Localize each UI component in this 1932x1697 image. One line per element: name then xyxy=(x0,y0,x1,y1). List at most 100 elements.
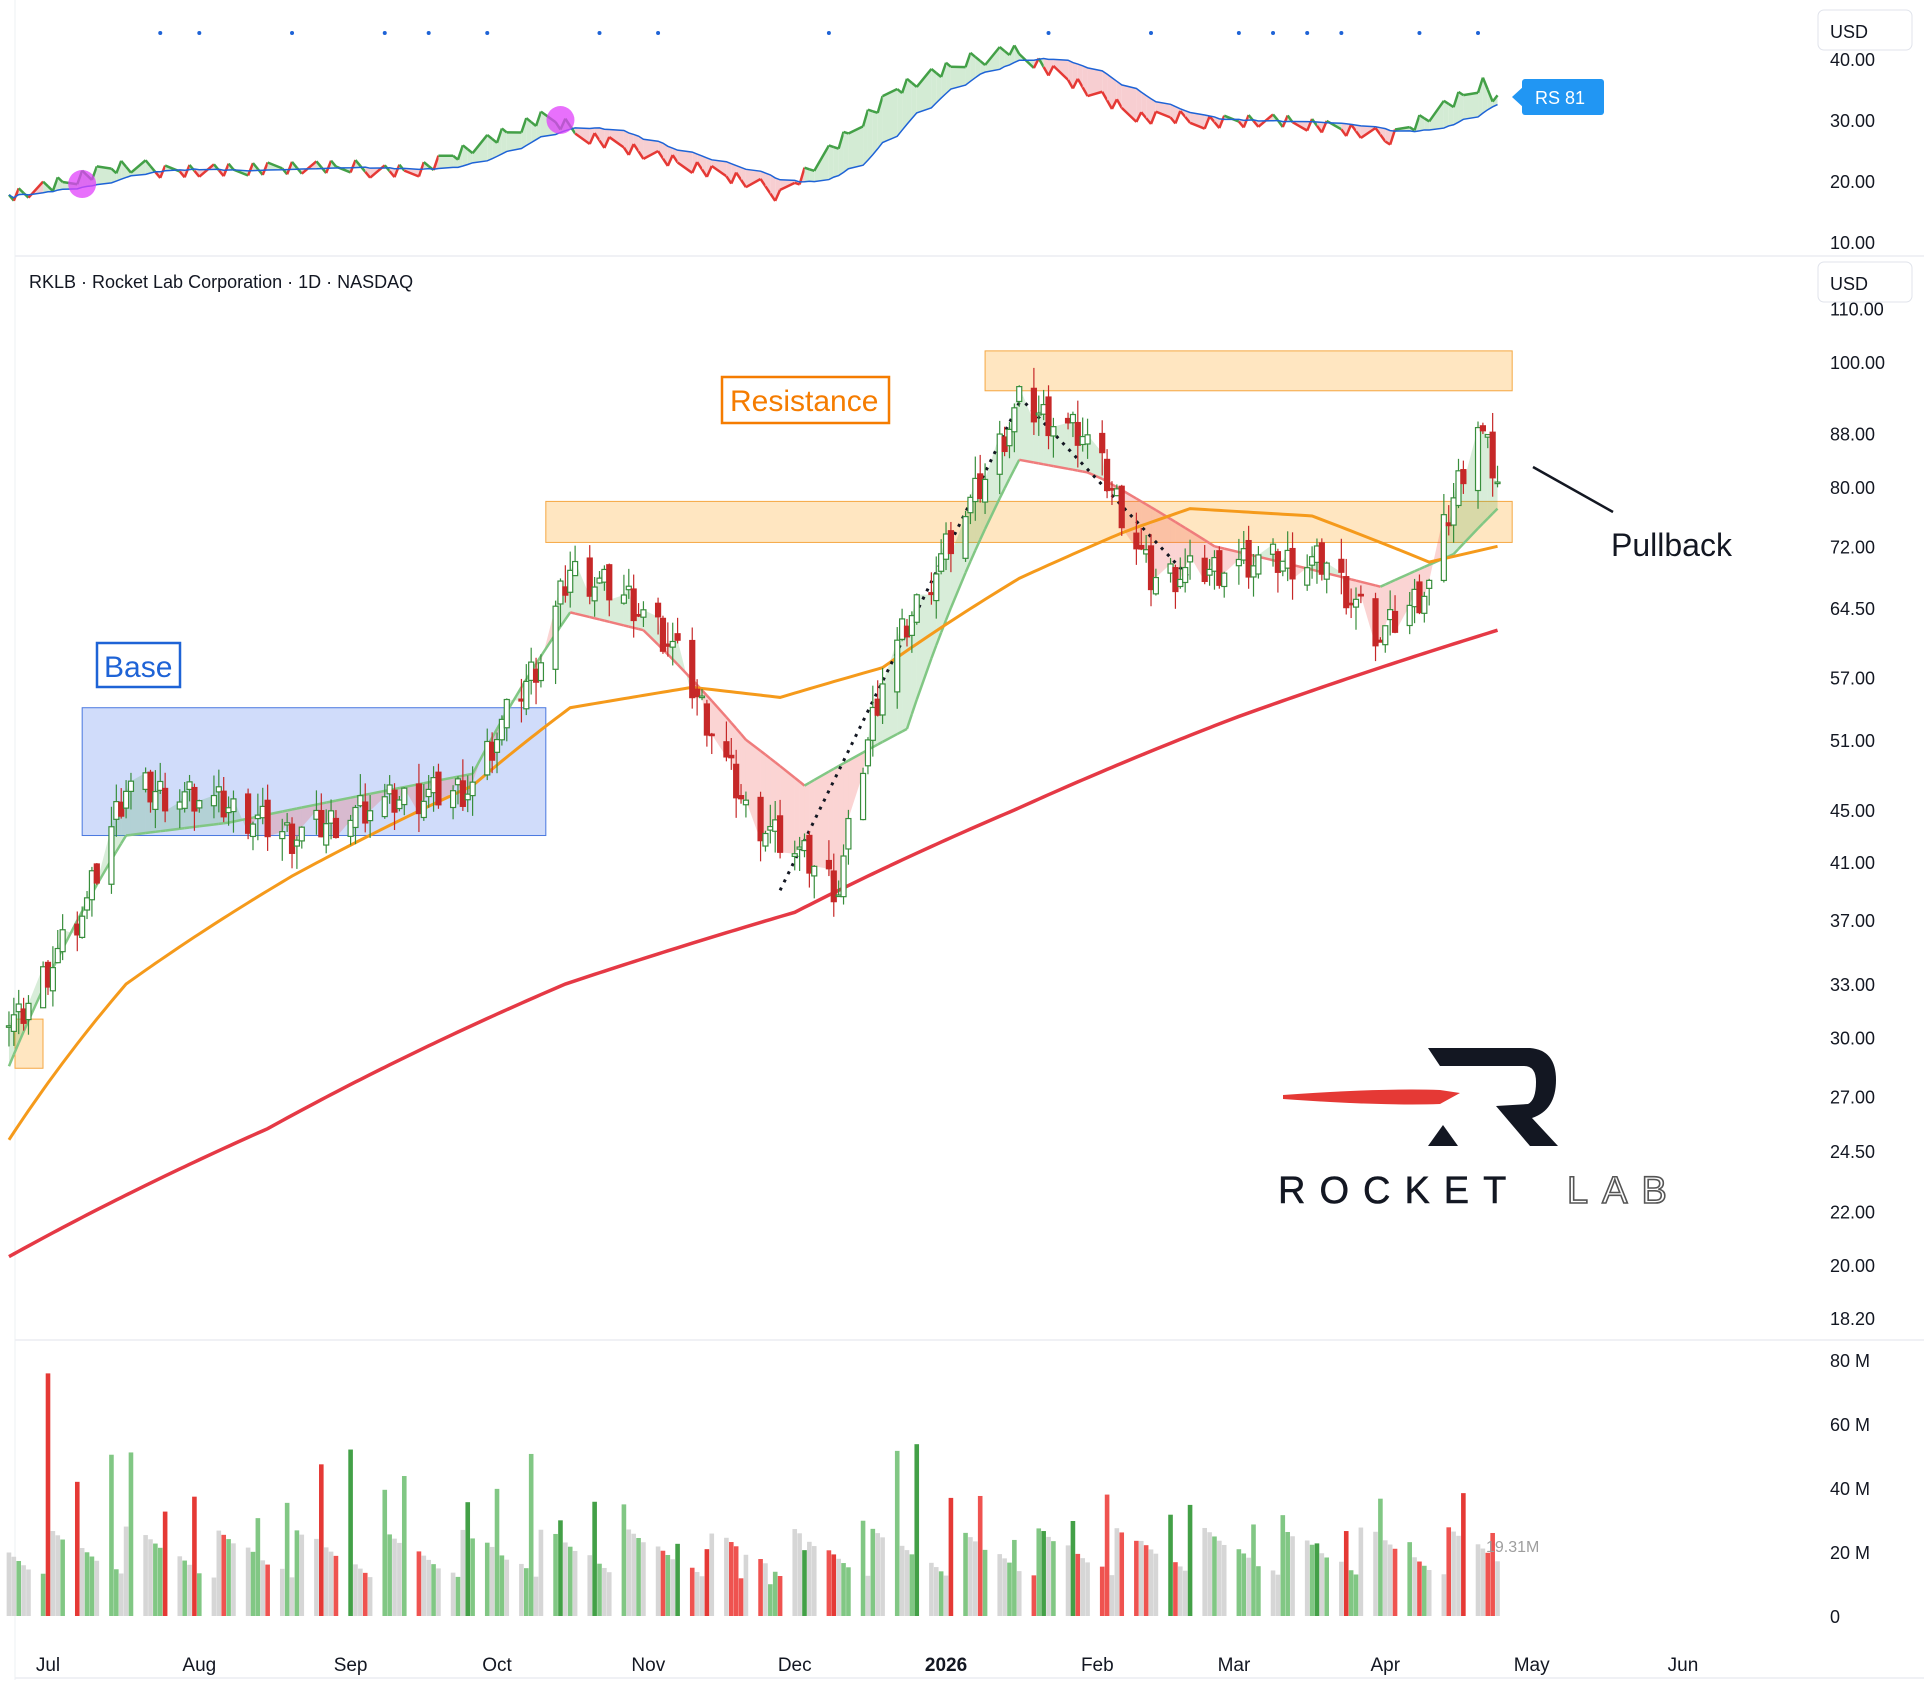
candle-body xyxy=(846,819,851,849)
volume-bar xyxy=(973,1541,978,1616)
candle-body xyxy=(1153,578,1158,594)
rs-fill-segment xyxy=(883,89,898,142)
volume-bar xyxy=(807,1542,812,1616)
volume-bar xyxy=(465,1502,470,1616)
volume-bar xyxy=(739,1578,744,1616)
volume-bar xyxy=(143,1535,148,1616)
candle-body xyxy=(485,741,490,774)
candle-body xyxy=(319,811,324,837)
ema10-segment xyxy=(224,823,229,824)
price-tick-label: 33.00 xyxy=(1830,975,1875,995)
volume-bar xyxy=(744,1555,749,1616)
ema10-segment xyxy=(180,828,185,829)
volume-bar xyxy=(363,1573,368,1616)
candle-body xyxy=(1036,413,1041,415)
candle-body xyxy=(221,791,226,817)
volume-bar xyxy=(246,1548,251,1616)
volume-bar xyxy=(353,1564,358,1616)
ema10-segment xyxy=(1356,581,1361,582)
rs-line-segment xyxy=(829,145,834,147)
volume-bar xyxy=(1100,1567,1105,1616)
candle-body xyxy=(1461,470,1466,484)
candle-body xyxy=(1139,546,1144,549)
rs-signal-dot xyxy=(1237,31,1241,35)
candle-body xyxy=(836,895,841,897)
candle-body xyxy=(382,797,387,817)
price-tick-label: 80.00 xyxy=(1830,478,1875,498)
volume-bar xyxy=(470,1538,475,1616)
candle-body xyxy=(553,606,558,669)
candle-body xyxy=(470,782,475,795)
candle-body xyxy=(392,790,397,812)
candle-body xyxy=(1378,640,1383,642)
candle-body xyxy=(348,820,353,836)
candle-body xyxy=(211,796,216,806)
candle-body xyxy=(841,856,846,897)
candle-body xyxy=(41,967,46,1008)
candle-body xyxy=(1324,563,1329,579)
candle-body xyxy=(1451,498,1456,525)
volume-bar xyxy=(622,1504,627,1616)
candle-body xyxy=(861,773,866,819)
volume-bar xyxy=(968,1537,973,1616)
candle-body xyxy=(1202,558,1207,581)
currency-button-main[interactable]: USD xyxy=(1818,262,1912,302)
ema10-segment xyxy=(1068,469,1073,470)
candle-body xyxy=(948,531,953,554)
candle-body xyxy=(1046,397,1051,435)
volume-bar xyxy=(280,1569,285,1616)
volume-bar xyxy=(949,1498,954,1616)
candle-body xyxy=(626,586,631,589)
volume-bar xyxy=(709,1534,714,1616)
volume-bar xyxy=(519,1564,524,1616)
candle-body xyxy=(826,861,831,869)
candle-body xyxy=(1178,579,1183,586)
candle-body xyxy=(597,578,602,583)
volume-bar xyxy=(534,1577,539,1616)
volume-bar xyxy=(641,1542,646,1616)
rs-signal-dot xyxy=(1417,31,1421,35)
candle-body xyxy=(250,824,255,836)
candle-body xyxy=(1285,550,1290,568)
ema10-segment xyxy=(126,835,131,836)
candle-body xyxy=(1314,546,1319,562)
volume-bar xyxy=(158,1548,163,1616)
candle-body xyxy=(831,871,836,902)
ema10-segment xyxy=(624,625,629,626)
candle-body xyxy=(1446,523,1451,526)
rs-fill-segment xyxy=(829,145,834,179)
ema10-segment xyxy=(604,621,609,622)
candle-body xyxy=(21,1009,26,1023)
candle-body xyxy=(778,816,783,852)
currency-button-top[interactable]: USD xyxy=(1818,10,1912,50)
rs-fill-segment xyxy=(834,147,839,177)
volume-bar xyxy=(55,1535,60,1616)
upper-resistance-zone xyxy=(985,351,1512,391)
candle-body xyxy=(153,792,158,810)
candle-body xyxy=(1105,459,1110,490)
currency-label-top: USD xyxy=(1830,22,1868,42)
volume-bar xyxy=(16,1561,21,1616)
candle-body xyxy=(1275,552,1280,573)
rs-signal-dot xyxy=(485,31,489,35)
resistance-label: Resistance xyxy=(730,385,878,418)
candle-body xyxy=(807,835,812,873)
candle-body xyxy=(329,811,334,823)
ema-cloud-segment xyxy=(795,778,800,854)
ema10-segment xyxy=(634,628,639,629)
volume-bar xyxy=(539,1530,544,1616)
price-tick-label: 30.00 xyxy=(1830,1029,1875,1049)
rs-fill-segment xyxy=(873,111,878,154)
candle-body xyxy=(768,827,773,831)
volume-bar xyxy=(177,1556,182,1616)
candle-body xyxy=(182,792,187,809)
rs-line-segment xyxy=(844,132,849,134)
candle-body xyxy=(656,603,661,617)
volume-bar xyxy=(1046,1537,1051,1616)
candle-body xyxy=(997,434,1002,474)
volume-bar xyxy=(1071,1521,1076,1616)
candle-body xyxy=(455,779,460,785)
volume-bar xyxy=(1149,1549,1154,1616)
volume-bar xyxy=(631,1534,636,1616)
candle-body xyxy=(85,898,90,910)
